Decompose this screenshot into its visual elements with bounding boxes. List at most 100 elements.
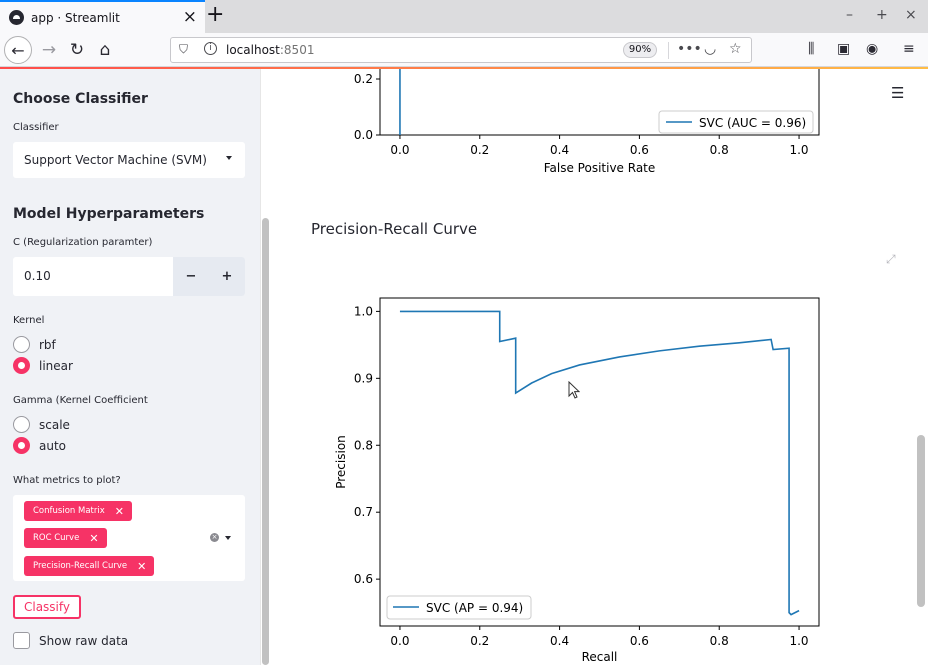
- roc-x-tick-label: 1.0: [789, 143, 808, 157]
- kernel-radio-linear[interactable]: linear: [13, 357, 73, 374]
- gamma-option-label: auto: [39, 438, 67, 453]
- chip-roc-curve: ROC Curve ✕: [24, 528, 107, 548]
- main-content: [270, 69, 915, 665]
- show-raw-data-checkbox[interactable]: Show raw data: [13, 632, 128, 649]
- checkbox[interactable]: [13, 632, 30, 649]
- pr-x-axis-label: Recall: [582, 650, 618, 664]
- account-icon[interactable]: ◉: [866, 41, 879, 57]
- chip-label: Confusion Matrix: [33, 506, 105, 516]
- sidebar-icon[interactable]: ▣: [837, 41, 851, 57]
- mouse-cursor-icon: [568, 381, 580, 399]
- sidebar-scrollbar[interactable]: [262, 218, 269, 665]
- pr-y-tick-label: 0.6: [354, 572, 373, 586]
- metrics-multiselect[interactable]: Confusion Matrix ✕ ROC Curve ✕ Precision…: [13, 495, 245, 581]
- gamma-radio-auto[interactable]: auto: [13, 437, 66, 454]
- pocket-icon[interactable]: ◡: [704, 41, 717, 57]
- bookmark-star-icon[interactable]: ☆: [729, 41, 742, 57]
- roc-legend-label: SVC (AUC = 0.96): [699, 116, 806, 130]
- main-scrollbar[interactable]: [917, 435, 925, 607]
- app-menu-icon[interactable]: ☰: [891, 84, 905, 102]
- new-tab-button[interactable]: +: [206, 2, 225, 27]
- pr-y-tick-label: 0.7: [354, 505, 373, 519]
- classify-button[interactable]: Classify: [13, 595, 81, 619]
- streamlit-favicon-icon: [9, 10, 24, 25]
- pr-x-tick-label: 0.8: [710, 634, 729, 648]
- roc-x-axis-label: False Positive Rate: [544, 161, 656, 175]
- pr-curve-line: [399, 310, 800, 616]
- gamma-radio-scale[interactable]: scale: [13, 416, 70, 433]
- kernel-option-label: rbf: [39, 337, 56, 352]
- radio-button-selected[interactable]: [13, 357, 30, 374]
- metrics-label: What metrics to plot?: [13, 475, 121, 486]
- roc-curve-chart: 0.0 0.2 0.0 0.2 0.4 0.6 0.8 1.0 False Positive R…: [354, 69, 820, 175]
- pr-y-tick-label: 1.0: [354, 304, 373, 318]
- c-param-value[interactable]: 0.10: [24, 269, 51, 283]
- pr-y-tick-label: 0.8: [354, 438, 373, 452]
- forward-icon[interactable]: →: [41, 40, 57, 60]
- fullscreen-expand-icon[interactable]: ⤢: [886, 252, 896, 266]
- roc-x-tick-label: 0.4: [550, 143, 569, 157]
- url-bar[interactable]: ⛉ i localhost:8501 90% ••• ◡ ☆: [170, 37, 752, 63]
- chevron-down-icon[interactable]: [225, 536, 231, 540]
- hyperparameters-heading: Model Hyperparameters: [13, 206, 205, 222]
- chip-remove-icon[interactable]: ✕: [114, 504, 124, 518]
- browser-tab[interactable]: app · Streamlit ×: [0, 0, 205, 33]
- checkbox-label: Show raw data: [39, 633, 129, 648]
- decrement-button[interactable]: −: [173, 257, 209, 296]
- precision-recall-title: Precision-Recall Curve: [311, 220, 478, 238]
- pr-y-tick-label: 0.9: [354, 371, 373, 385]
- browser-tab-bar: app · Streamlit × + – + ×: [0, 0, 928, 33]
- minimize-icon[interactable]: –: [846, 7, 853, 23]
- home-icon[interactable]: ⌂: [99, 40, 111, 60]
- chip-remove-icon[interactable]: ✕: [137, 559, 147, 573]
- gamma-label: Gamma (Kernel Coefficient: [13, 395, 148, 406]
- chip-remove-icon[interactable]: ✕: [89, 531, 99, 545]
- classifier-select[interactable]: Support Vector Machine (SVM): [13, 142, 245, 178]
- roc-y-tick-label: 0.2: [354, 72, 373, 86]
- url-separator: [668, 42, 669, 59]
- roc-x-tick-label: 0.2: [470, 143, 489, 157]
- pr-x-tick-label: 0.0: [390, 634, 409, 648]
- window-close-icon[interactable]: ×: [905, 7, 917, 23]
- roc-axes-frame: [379, 69, 820, 136]
- maximize-icon[interactable]: +: [876, 7, 888, 23]
- classifier-select-value: Support Vector Machine (SVM): [24, 153, 207, 167]
- radio-button[interactable]: [13, 416, 30, 433]
- roc-x-tick-label: 0.8: [710, 143, 729, 157]
- pr-x-tick-label: 0.4: [550, 634, 569, 648]
- sidebar-divider: [260, 69, 261, 665]
- kernel-radio-rbf[interactable]: rbf: [13, 336, 56, 353]
- chip-precision-recall-curve: Precision-Recall Curve ✕: [24, 556, 155, 576]
- more-icon[interactable]: •••: [677, 41, 702, 57]
- roc-y-tick-label: 0.0: [354, 128, 373, 142]
- radio-button-selected[interactable]: [13, 437, 30, 454]
- library-icon[interactable]: ⫼: [808, 41, 815, 57]
- info-icon[interactable]: i: [204, 42, 217, 55]
- radio-button[interactable]: [13, 336, 30, 353]
- zoom-level-badge[interactable]: 90%: [623, 42, 657, 58]
- pr-axes-frame: [379, 297, 820, 627]
- kernel-label: Kernel: [13, 315, 45, 326]
- browser-nav-bar: ← → ↻ ⌂ ⛉ i localhost:8501 90% ••• ◡ ☆ ⫼…: [0, 33, 928, 67]
- clear-all-icon[interactable]: ×: [210, 533, 219, 542]
- back-icon[interactable]: ←: [4, 36, 32, 64]
- pr-y-axis-label: Precision: [334, 435, 348, 489]
- chip-label: Precision-Recall Curve: [33, 561, 128, 571]
- url-text[interactable]: localhost:8501: [226, 43, 315, 57]
- pr-x-tick-label: 1.0: [789, 634, 808, 648]
- roc-x-tick-label: 0.6: [630, 143, 649, 157]
- shield-icon[interactable]: ⛉: [179, 42, 189, 56]
- roc-x-tick-label: 0.0: [390, 143, 409, 157]
- reload-icon[interactable]: ↻: [69, 40, 85, 60]
- increment-button[interactable]: +: [209, 257, 245, 296]
- chip-label: ROC Curve: [33, 533, 80, 543]
- browser-menu-icon[interactable]: ≡: [903, 41, 915, 57]
- streamlit-top-decoration: [0, 67, 928, 69]
- c-param-number-input[interactable]: 0.10 − +: [13, 257, 245, 296]
- chevron-down-icon: [226, 156, 232, 160]
- kernel-option-label: linear: [39, 358, 73, 373]
- pr-x-tick-label: 0.2: [470, 634, 489, 648]
- roc-legend-box: [658, 110, 814, 134]
- tab-close-icon[interactable]: ×: [182, 7, 197, 27]
- precision-recall-chart: 0.6 0.7 0.8 0.9 1.0 0.0 0.2 0.4 0.6 0.8 1.0 Recall P…: [334, 297, 820, 664]
